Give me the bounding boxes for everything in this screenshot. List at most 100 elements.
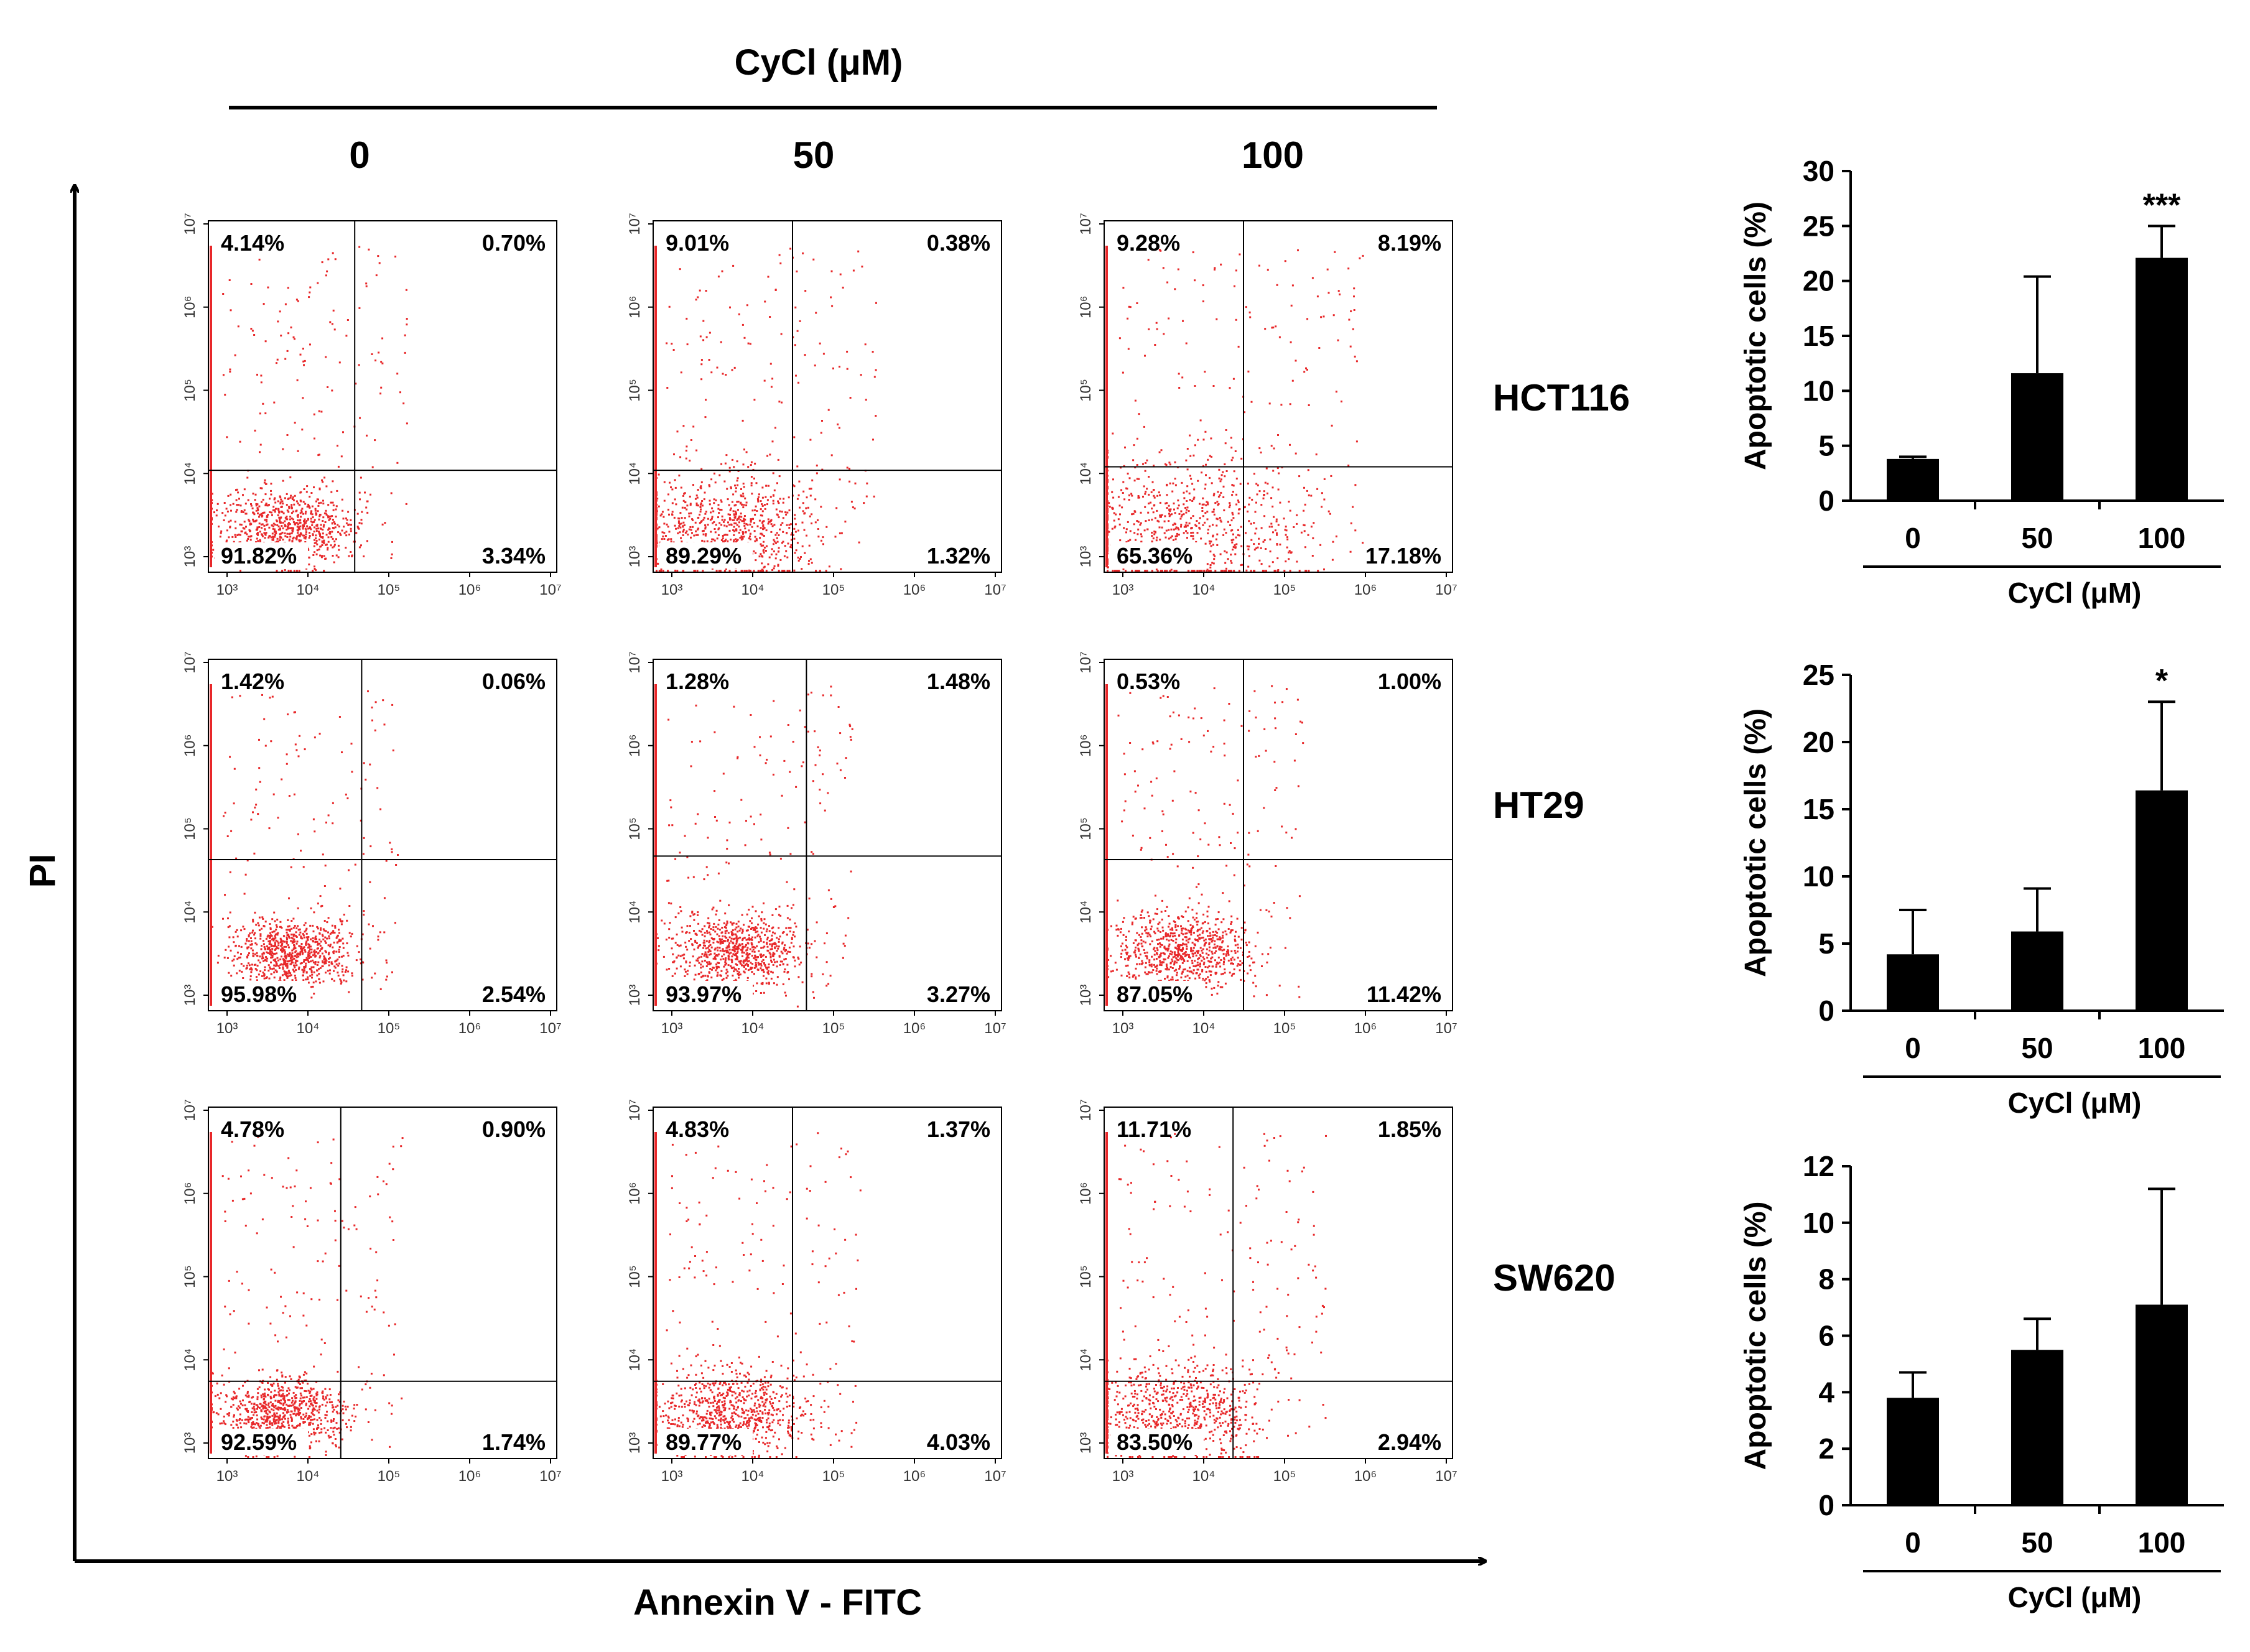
bar-y-tick-label: 0: [1818, 995, 1834, 1027]
bar-category-label: 100: [2138, 1032, 2186, 1064]
x-tick-label: 10⁴: [296, 1020, 319, 1037]
bar-y-tick-label: 0: [1818, 485, 1834, 517]
bar-y-tick-label: 25: [1803, 659, 1834, 691]
y-tick-label: 10⁴: [626, 462, 643, 485]
flow-panel-hct116-50: 9.01%0.38%89.29%1.32%10³10³10⁴10⁴10⁵10⁵1…: [626, 213, 1006, 598]
quadrant-upper-left: 9.28%: [1117, 230, 1180, 256]
dose-header-50: 50: [793, 134, 835, 176]
x-tick-label: 10⁴: [1192, 582, 1215, 598]
flow-panel-sw620-100: 11.71%1.85%83.50%2.94%10³10³10⁴10⁴10⁵10⁵…: [1077, 1099, 1457, 1485]
y-tick-label: 10⁶: [182, 734, 198, 757]
x-tick-label: 10⁴: [296, 1468, 319, 1485]
x-tick-label: 10⁷: [984, 582, 1006, 598]
significance-marker: *: [2155, 663, 2169, 699]
bar-y-tick-label: 10: [1803, 374, 1834, 407]
quadrant-upper-right: 0.90%: [482, 1116, 546, 1142]
flow-panel-hct116-100: 9.28%8.19%65.36%17.18%10³10³10⁴10⁴10⁵10⁵…: [1077, 213, 1457, 598]
bar-50: [2011, 932, 2063, 1011]
x-tick-label: 10⁴: [1192, 1020, 1215, 1037]
x-tick-label: 10⁴: [1192, 1468, 1215, 1485]
y-tick-label: 10³: [1077, 546, 1094, 568]
flow-panel-frame: [1104, 1107, 1453, 1459]
flow-panel-sw620-50: 4.83%1.37%89.77%4.03%10³10³10⁴10⁴10⁵10⁵1…: [626, 1099, 1006, 1485]
quadrant-upper-right: 0.70%: [482, 230, 546, 256]
bar-y-tick-label: 25: [1803, 210, 1834, 242]
pi-axis-label: PI: [22, 854, 63, 888]
bar-y-tick-label: 10: [1803, 860, 1834, 893]
dose-header-0: 0: [349, 134, 370, 176]
quadrant-upper-left: 4.83%: [666, 1116, 729, 1142]
y-tick-label: 10⁴: [1077, 462, 1094, 485]
x-tick-label: 10³: [661, 1020, 683, 1037]
y-tick-label: 10⁴: [1077, 1348, 1094, 1371]
flow-panel-sw620-0: 4.78%0.90%92.59%1.74%10³10³10⁴10⁴10⁵10⁵1…: [182, 1099, 562, 1485]
quadrant-lower-left: 91.82%: [221, 543, 297, 568]
quadrant-lower-left: 89.77%: [666, 1429, 741, 1455]
x-tick-label: 10³: [1112, 1468, 1134, 1485]
bar-x-axis-label: CyCl (μM): [2008, 1581, 2142, 1613]
treatment-label: CyCl (μM): [735, 42, 903, 83]
y-tick-label: 10⁴: [1077, 901, 1094, 924]
quadrant-upper-right: 1.48%: [927, 669, 990, 694]
y-tick-label: 10³: [1077, 1432, 1094, 1454]
x-tick-label: 10⁵: [378, 1020, 401, 1037]
x-tick-label: 10⁵: [822, 1020, 845, 1037]
bar-y-tick-label: 8: [1818, 1263, 1834, 1296]
y-tick-label: 10⁵: [1077, 379, 1094, 402]
y-tick-label: 10⁷: [1077, 651, 1094, 673]
y-tick-label: 10³: [1077, 985, 1094, 1006]
quadrant-upper-right: 0.06%: [482, 669, 546, 694]
y-tick-label: 10⁵: [626, 1265, 643, 1288]
x-tick-label: 10³: [661, 582, 683, 598]
y-tick-label: 10⁶: [626, 734, 643, 757]
y-tick-label: 10⁷: [1077, 1099, 1094, 1121]
x-tick-label: 10³: [661, 1468, 683, 1485]
flow-panel-frame: [208, 221, 557, 572]
bar-100: [2136, 791, 2188, 1011]
quadrant-lower-left: 83.50%: [1117, 1429, 1192, 1455]
bar-category-label: 50: [2021, 522, 2053, 554]
bar-50: [2011, 373, 2063, 501]
x-tick-label: 10⁶: [1354, 1020, 1377, 1037]
y-tick-label: 10⁶: [182, 295, 198, 318]
y-tick-label: 10⁵: [626, 817, 643, 840]
y-tick-label: 10⁶: [626, 295, 643, 318]
bar-y-tick-label: 5: [1818, 927, 1834, 960]
x-tick-label: 10⁵: [1273, 1468, 1296, 1485]
flow-panel-frame: [208, 1107, 557, 1459]
x-tick-label: 10⁵: [1273, 1020, 1296, 1037]
bar-category-label: 50: [2021, 1032, 2053, 1064]
quadrant-upper-right: 1.37%: [927, 1116, 990, 1142]
x-tick-label: 10⁷: [539, 582, 561, 598]
x-tick-label: 10³: [216, 1468, 238, 1485]
quadrant-upper-left: 0.53%: [1117, 669, 1180, 694]
bar-x-axis-label: CyCl (μM): [2008, 577, 2142, 609]
y-tick-label: 10³: [182, 546, 198, 568]
x-tick-label: 10⁴: [741, 582, 764, 598]
x-tick-label: 10⁶: [458, 1020, 481, 1037]
y-tick-label: 10⁶: [1077, 295, 1094, 318]
significance-marker: ***: [2143, 187, 2181, 223]
x-tick-label: 10³: [216, 582, 238, 598]
y-tick-label: 10⁴: [182, 1348, 198, 1371]
flow-panel-ht29-50: 1.28%1.48%93.97%3.27%10³10³10⁴10⁴10⁵10⁵1…: [626, 651, 1006, 1037]
flow-panel-frame: [1104, 221, 1453, 572]
x-tick-label: 10⁶: [458, 582, 481, 598]
quadrant-lower-right: 3.34%: [482, 543, 546, 568]
y-tick-label: 10³: [182, 985, 198, 1006]
quadrant-lower-right: 1.32%: [927, 543, 990, 568]
quadrant-upper-left: 1.42%: [221, 669, 284, 694]
x-tick-label: 10⁶: [903, 1468, 926, 1485]
bar-x-axis-label: CyCl (μM): [2008, 1087, 2142, 1119]
quadrant-lower-right: 1.74%: [482, 1429, 546, 1455]
flow-panel-hct116-0: 4.14%0.70%91.82%3.34%10³10³10⁴10⁴10⁵10⁵1…: [182, 213, 562, 598]
y-tick-label: 10⁴: [182, 901, 198, 924]
quadrant-lower-right: 4.03%: [927, 1429, 990, 1455]
cell-line-label-sw620: SW620: [1493, 1257, 1615, 1299]
x-tick-label: 10⁶: [458, 1468, 481, 1485]
y-tick-label: 10⁶: [182, 1182, 198, 1205]
x-tick-label: 10⁵: [822, 582, 845, 598]
bar-100: [2136, 1305, 2188, 1505]
